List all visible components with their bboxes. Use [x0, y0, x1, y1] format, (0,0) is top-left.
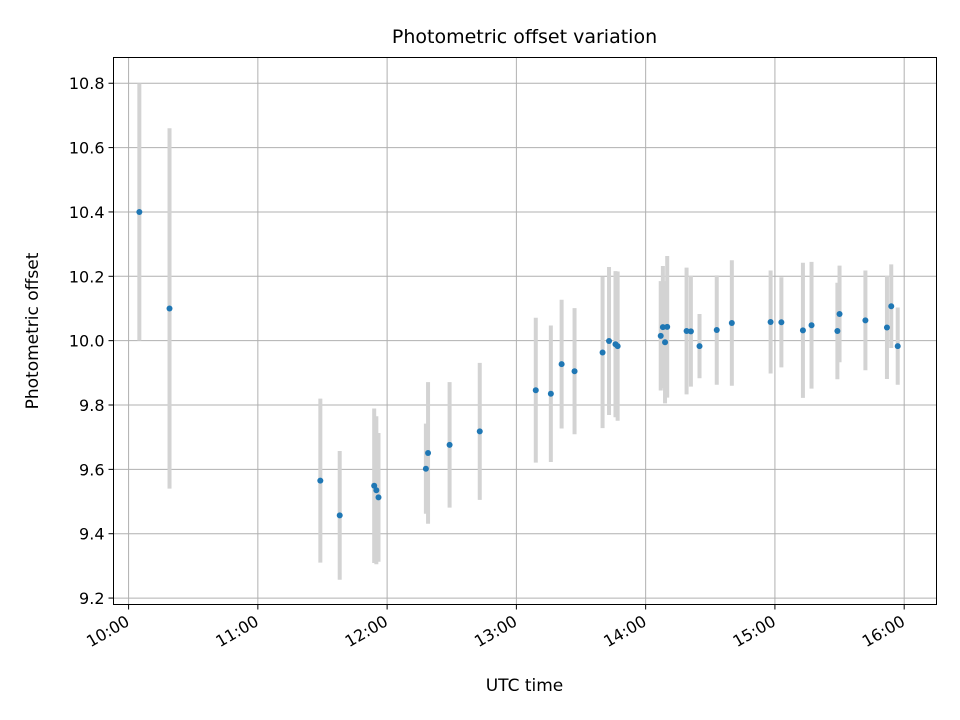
y-tick-label: 9.2 [79, 589, 104, 608]
plot-frame [113, 57, 937, 605]
y-tick-label: 9.6 [79, 460, 104, 479]
y-tick-label: 10.6 [69, 139, 105, 158]
data-point [547, 390, 554, 397]
data-point [336, 512, 343, 519]
data-point [599, 349, 606, 356]
y-tick-label: 9.4 [79, 525, 104, 544]
chart-title: Photometric offset variation [392, 26, 657, 48]
data-points [136, 208, 901, 519]
data-point [696, 343, 703, 350]
data-point [662, 339, 669, 346]
data-point [166, 305, 173, 312]
data-point [136, 208, 143, 215]
data-point [883, 324, 890, 331]
data-point [659, 324, 666, 331]
y-tick-label: 9.8 [79, 396, 104, 415]
y-tick-label: 10.0 [69, 332, 105, 351]
data-point [422, 465, 429, 472]
data-point [664, 323, 671, 330]
data-point [683, 328, 690, 334]
data-point [558, 361, 565, 368]
y-tick-label: 10.4 [69, 203, 105, 222]
data-point [728, 319, 735, 326]
data-point [606, 337, 613, 344]
data-point [614, 343, 621, 350]
data-point [808, 322, 815, 329]
y-tick-label: 10.8 [69, 74, 105, 93]
data-point [446, 441, 453, 448]
data-point [476, 428, 483, 435]
data-point [799, 327, 806, 334]
data-point [371, 482, 378, 489]
y-tick-label: 10.2 [69, 267, 105, 286]
data-point [888, 303, 895, 310]
data-point [425, 449, 432, 456]
data-point [778, 319, 785, 326]
x-axis-label: UTC time [486, 676, 564, 696]
data-point [375, 494, 382, 501]
data-point [894, 343, 901, 350]
data-point [571, 368, 578, 375]
data-point [834, 328, 841, 334]
data-point [862, 317, 869, 324]
data-point [657, 332, 664, 339]
data-point [532, 387, 539, 394]
data-point [767, 318, 774, 325]
data-point [687, 328, 694, 335]
data-point [317, 477, 324, 484]
y-axis-label: Photometric offset [23, 252, 43, 409]
data-point [836, 310, 843, 317]
data-point [373, 487, 380, 494]
data-point [713, 327, 720, 334]
grid [113, 57, 937, 605]
y-axis-ticks: 9.2 9.4 9.6 9.8 10.0 10.2 10.4 10.6 10.8 [69, 74, 114, 608]
